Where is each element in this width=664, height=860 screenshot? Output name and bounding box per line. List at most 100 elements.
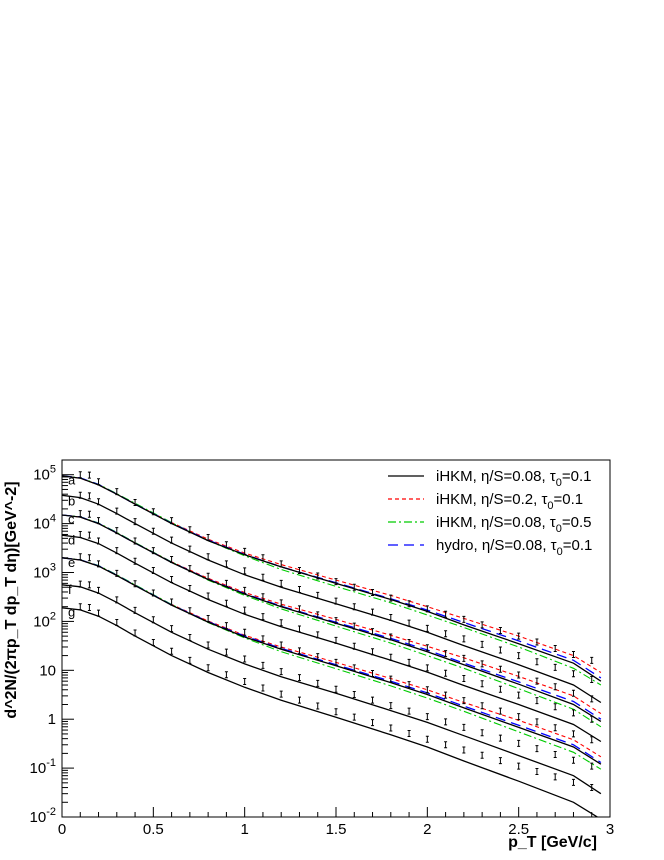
legend-entry: iHKM, η/S=0.2, τ0=0.1 [436, 491, 583, 512]
data-point-g-8 [206, 664, 210, 672]
data-point-b-15 [334, 597, 338, 605]
data-point-e-27 [553, 724, 557, 732]
data-point-d-8 [206, 592, 210, 600]
y-tick-label: 102 [33, 610, 56, 630]
data-point-c-8 [206, 572, 210, 580]
data-point-c-16 [352, 622, 356, 630]
data-point-d-9 [224, 599, 228, 607]
data-point-b-10 [243, 567, 247, 575]
data-point-c-6 [170, 555, 174, 563]
curve-tag-f: f [68, 582, 72, 597]
data-point-d-5 [151, 566, 155, 574]
data-point-d-20 [425, 664, 429, 672]
data-point-f-25 [517, 739, 521, 747]
data-point-c-9 [224, 579, 228, 587]
data-point-g-22 [462, 746, 466, 754]
curve-b-ihkm [62, 494, 602, 704]
data-point-c-10 [243, 586, 247, 594]
data-point-c-2 [97, 517, 101, 525]
data-point-f-16 [352, 691, 356, 699]
y-tick-label: 104 [33, 513, 56, 533]
data-point-f-4 [133, 606, 137, 614]
data-point-b-19 [407, 619, 411, 627]
data-point-e-24 [498, 707, 502, 715]
x-axis-title: p_T [GeV/c] [508, 834, 597, 851]
data-point-b-24 [498, 646, 502, 654]
data-point-d-23 [480, 680, 484, 688]
data-point-e-9 [224, 622, 228, 630]
data-point-g-4 [133, 629, 137, 637]
data-point-c-19 [407, 639, 411, 647]
data-point-b-4 [133, 518, 137, 526]
data-point-e-25 [517, 713, 521, 721]
data-point-b-13 [297, 585, 301, 593]
data-point-d-29 [590, 715, 594, 723]
x-tick-label: 1 [240, 821, 248, 838]
data-point-e-16 [352, 664, 356, 672]
data-point-d-22 [462, 674, 466, 682]
data-point-a-4 [133, 499, 137, 507]
data-point-b-28 [571, 670, 575, 678]
data-point-f-3 [115, 596, 119, 604]
y-tick-label: 1 [48, 711, 56, 728]
data-point-e-22 [462, 697, 466, 705]
data-point-d-26 [535, 697, 539, 705]
x-tick-label: 2 [423, 821, 431, 838]
data-point-c-29 [590, 695, 594, 703]
data-point-a-16 [352, 583, 356, 591]
curve-tag-b: b [68, 493, 75, 508]
data-point-f-13 [297, 674, 301, 682]
data-point-a-11 [261, 554, 265, 562]
data-point-f-21 [444, 718, 448, 726]
data-point-e-1 [87, 554, 91, 562]
data-point-d-13 [297, 625, 301, 633]
data-point-a-10 [243, 547, 247, 555]
data-point-g-17 [371, 719, 375, 727]
data-point-d-24 [498, 685, 502, 693]
x-tick-label: 3 [606, 821, 614, 838]
data-point-g-28 [571, 778, 575, 786]
data-point-d-7 [188, 585, 192, 593]
data-point-b-1 [87, 492, 91, 500]
data-point-g-18 [389, 724, 393, 732]
data-point-a-27 [553, 644, 557, 652]
data-point-e-20 [425, 686, 429, 694]
data-point-f-10 [243, 655, 247, 663]
data-point-g-24 [498, 757, 502, 765]
data-point-g-29 [590, 784, 594, 792]
data-point-g-26 [535, 768, 539, 776]
data-point-g-11 [261, 684, 265, 692]
data-point-c-0 [78, 510, 82, 518]
data-point-b-26 [535, 658, 539, 666]
data-point-f-7 [188, 633, 192, 641]
data-point-e-3 [115, 569, 119, 577]
data-point-c-4 [133, 537, 137, 545]
data-point-a-24 [498, 627, 502, 635]
data-point-f-22 [462, 723, 466, 731]
data-point-a-5 [151, 508, 155, 516]
data-point-c-22 [462, 654, 466, 662]
data-point-c-18 [389, 633, 393, 641]
curve-tag-e: e [68, 555, 75, 570]
data-point-c-24 [498, 665, 502, 673]
data-point-e-5 [151, 589, 155, 597]
data-point-d-19 [407, 658, 411, 666]
data-point-e-26 [535, 718, 539, 726]
data-point-e-23 [480, 702, 484, 710]
data-point-e-6 [170, 598, 174, 606]
data-point-b-3 [115, 507, 119, 515]
data-point-c-1 [87, 510, 91, 518]
data-point-g-12 [279, 690, 283, 698]
data-point-g-9 [224, 671, 228, 679]
data-point-a-13 [297, 566, 301, 574]
data-point-g-27 [553, 773, 557, 781]
data-point-f-8 [206, 641, 210, 649]
data-point-a-12 [279, 560, 283, 568]
data-point-c-27 [553, 683, 557, 691]
data-point-e-18 [389, 675, 393, 683]
data-point-c-3 [115, 527, 119, 535]
data-point-g-1 [87, 604, 91, 612]
data-point-a-22 [462, 615, 466, 623]
data-point-e-2 [97, 560, 101, 568]
